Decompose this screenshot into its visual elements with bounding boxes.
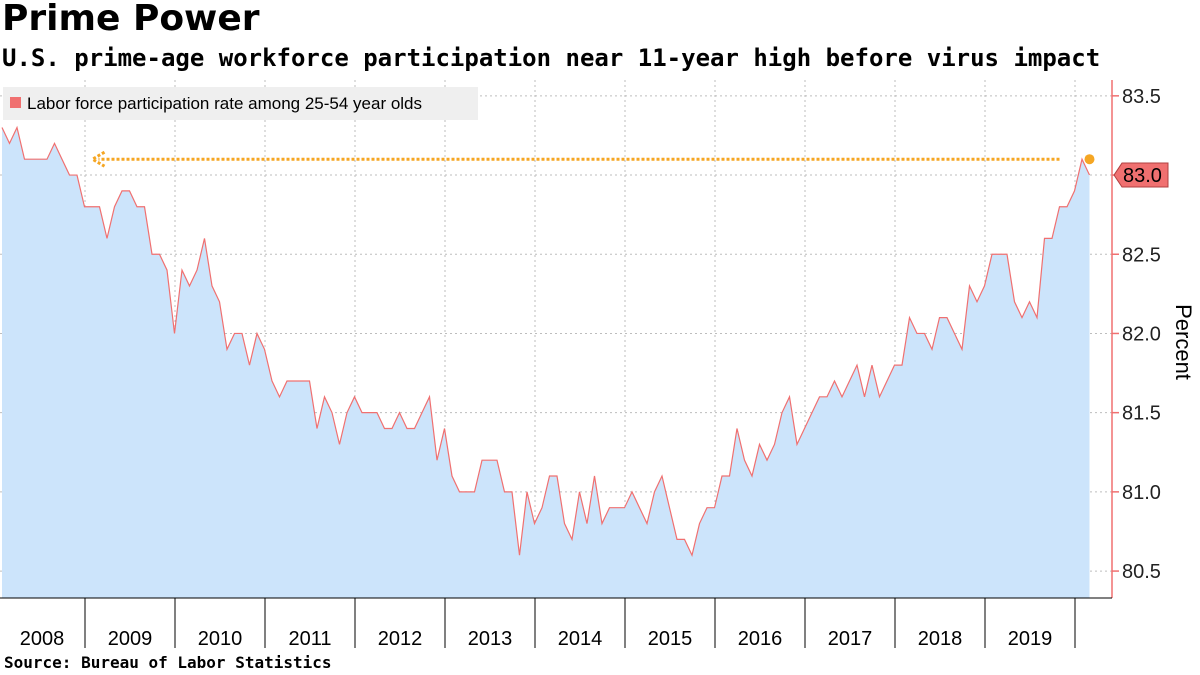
- source-note: Source: Bureau of Labor Statistics: [4, 653, 332, 672]
- last-value-tag: [1113, 162, 1169, 188]
- series-line: [1, 125, 1091, 558]
- x-tick-label: 2009: [108, 628, 153, 650]
- legend-background: [3, 87, 478, 120]
- y-tick-label: 81.0: [1122, 482, 1161, 504]
- x-tick-label: 2012: [378, 628, 423, 650]
- x-tick-label: 2008: [20, 628, 65, 650]
- y-tick-label: 82.5: [1122, 244, 1161, 266]
- x-tick-label: 2015: [648, 628, 693, 650]
- last-value-label: 83.0: [1113, 162, 1169, 188]
- arrow-end-dot: [1084, 154, 1095, 165]
- series-area-fill: [2, 127, 1090, 599]
- x-tick-label: 2017: [828, 628, 873, 650]
- y-tick-label: 82.0: [1122, 323, 1161, 345]
- x-axis-ticks: 2008 2009 2010 2011 2012 2013 2014 2015 2016 2017…: [20, 598, 1076, 650]
- axes: [0, 80, 1113, 599]
- x-tick-label: 2019: [1008, 628, 1053, 650]
- legend-swatch: [10, 97, 21, 108]
- y-tick-label: 83.5: [1122, 86, 1161, 108]
- y-tick-label: 80.5: [1122, 561, 1161, 583]
- x-tick-label: 2016: [738, 628, 783, 650]
- legend-label: Labor force participation rate among 25-…: [27, 94, 422, 113]
- x-tick-label: 2018: [918, 628, 963, 650]
- y-tick-label: 81.5: [1122, 403, 1161, 425]
- last-value-text: 83.0: [1123, 165, 1162, 187]
- chart-subtitle: U.S. prime-age workforce participation n…: [2, 44, 1101, 72]
- y-axis-ticks: 80.5 81.0 81.5 82.0 82.5 83.5: [1112, 86, 1161, 583]
- x-tick-label: 2014: [558, 628, 603, 650]
- y-axis-label: Percent: [1171, 304, 1196, 380]
- x-tick-label: 2013: [468, 628, 513, 650]
- chart-title: Prime Power: [2, 0, 260, 39]
- legend: Labor force participation rate among 25-…: [3, 87, 478, 120]
- arrow-annotation: [89, 150, 1095, 168]
- x-tick-label: 2010: [198, 628, 243, 650]
- x-tick-label: 2011: [288, 628, 331, 650]
